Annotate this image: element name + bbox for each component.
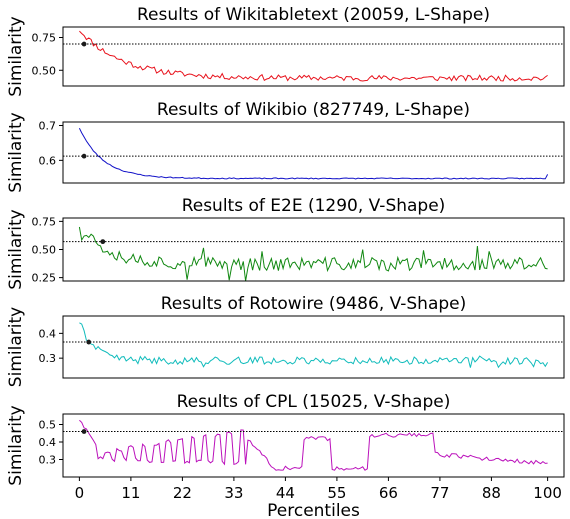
y-tick-label: 0.75 — [32, 31, 57, 44]
highlight-point — [81, 41, 87, 47]
y-tick-label: 0.3 — [39, 454, 57, 467]
plot-frame — [62, 315, 565, 379]
x-tick-label: 100 — [533, 484, 562, 502]
y-tick-label: 0.3 — [39, 352, 57, 365]
plot-frame — [62, 413, 565, 478]
highlight-point — [100, 239, 106, 245]
y-axis-label: Similarity — [6, 405, 26, 485]
series-line — [78, 226, 548, 282]
plot-frame — [62, 217, 565, 282]
y-tick-label: 0.25 — [32, 272, 57, 285]
y-axis-label: Similarity — [6, 307, 26, 387]
series-line — [78, 127, 549, 180]
x-tick-label: 66 — [379, 484, 398, 502]
chart-title: Results of E2E (1290, V-Shape) — [182, 196, 446, 216]
series-line — [79, 322, 549, 369]
chart-title: Results of Rotowire (9486, V-Shape) — [161, 294, 467, 314]
y-tick-label: 0.50 — [32, 64, 57, 77]
highlight-point — [86, 339, 92, 345]
y-tick-label: 0.50 — [32, 244, 57, 257]
y-tick-label: 0.7 — [39, 119, 57, 132]
y-tick-label: 0.4 — [39, 327, 57, 340]
chart-panel-3: Results of E2E (1290, V-Shape) Similarity… — [6, 196, 565, 290]
x-axis-label: Percentiles — [267, 501, 360, 519]
y-tick-label: 0.5 — [39, 419, 57, 432]
x-tick-label: 11 — [121, 484, 140, 502]
chart-panel-2: Results of Wikibio (827749, L-Shape) Simi… — [6, 100, 565, 193]
y-axis-label: Similarity — [6, 112, 26, 192]
plot-frame — [62, 26, 565, 87]
x-tick-label: 0 — [75, 484, 85, 502]
x-tick-label: 88 — [482, 484, 501, 502]
plot-frame — [62, 121, 565, 184]
chart-panel-4: Results of Rotowire (9486, V-Shape) Simil… — [6, 294, 565, 387]
y-axis-label: Similarity — [6, 16, 26, 96]
x-tick-label: 55 — [327, 484, 346, 502]
highlight-point — [81, 429, 87, 434]
x-tick-label: 44 — [276, 484, 295, 502]
chart-panel-1: Results of Wikitabletext (20059, L-Shape… — [6, 5, 565, 97]
x-tick-label: 33 — [224, 484, 243, 502]
chart-title: Results of Wikitabletext (20059, L-Shape… — [137, 5, 490, 25]
chart-panel-5: Results of CPL (15025, V-Shape) Similarit… — [6, 392, 565, 519]
chart-title: Results of CPL (15025, V-Shape) — [177, 392, 451, 412]
y-tick-label: 0.75 — [32, 215, 57, 228]
series-line — [79, 419, 548, 471]
highlight-point — [81, 153, 87, 159]
x-tick-label: 22 — [173, 484, 192, 502]
y-tick-label: 0.6 — [39, 154, 57, 167]
x-tick-label: 77 — [430, 484, 449, 502]
series-line — [79, 30, 548, 82]
y-tick-label: 0.4 — [39, 436, 57, 449]
y-axis-label: Similarity — [6, 209, 26, 289]
chart-title: Results of Wikibio (827749, L-Shape) — [157, 100, 470, 120]
